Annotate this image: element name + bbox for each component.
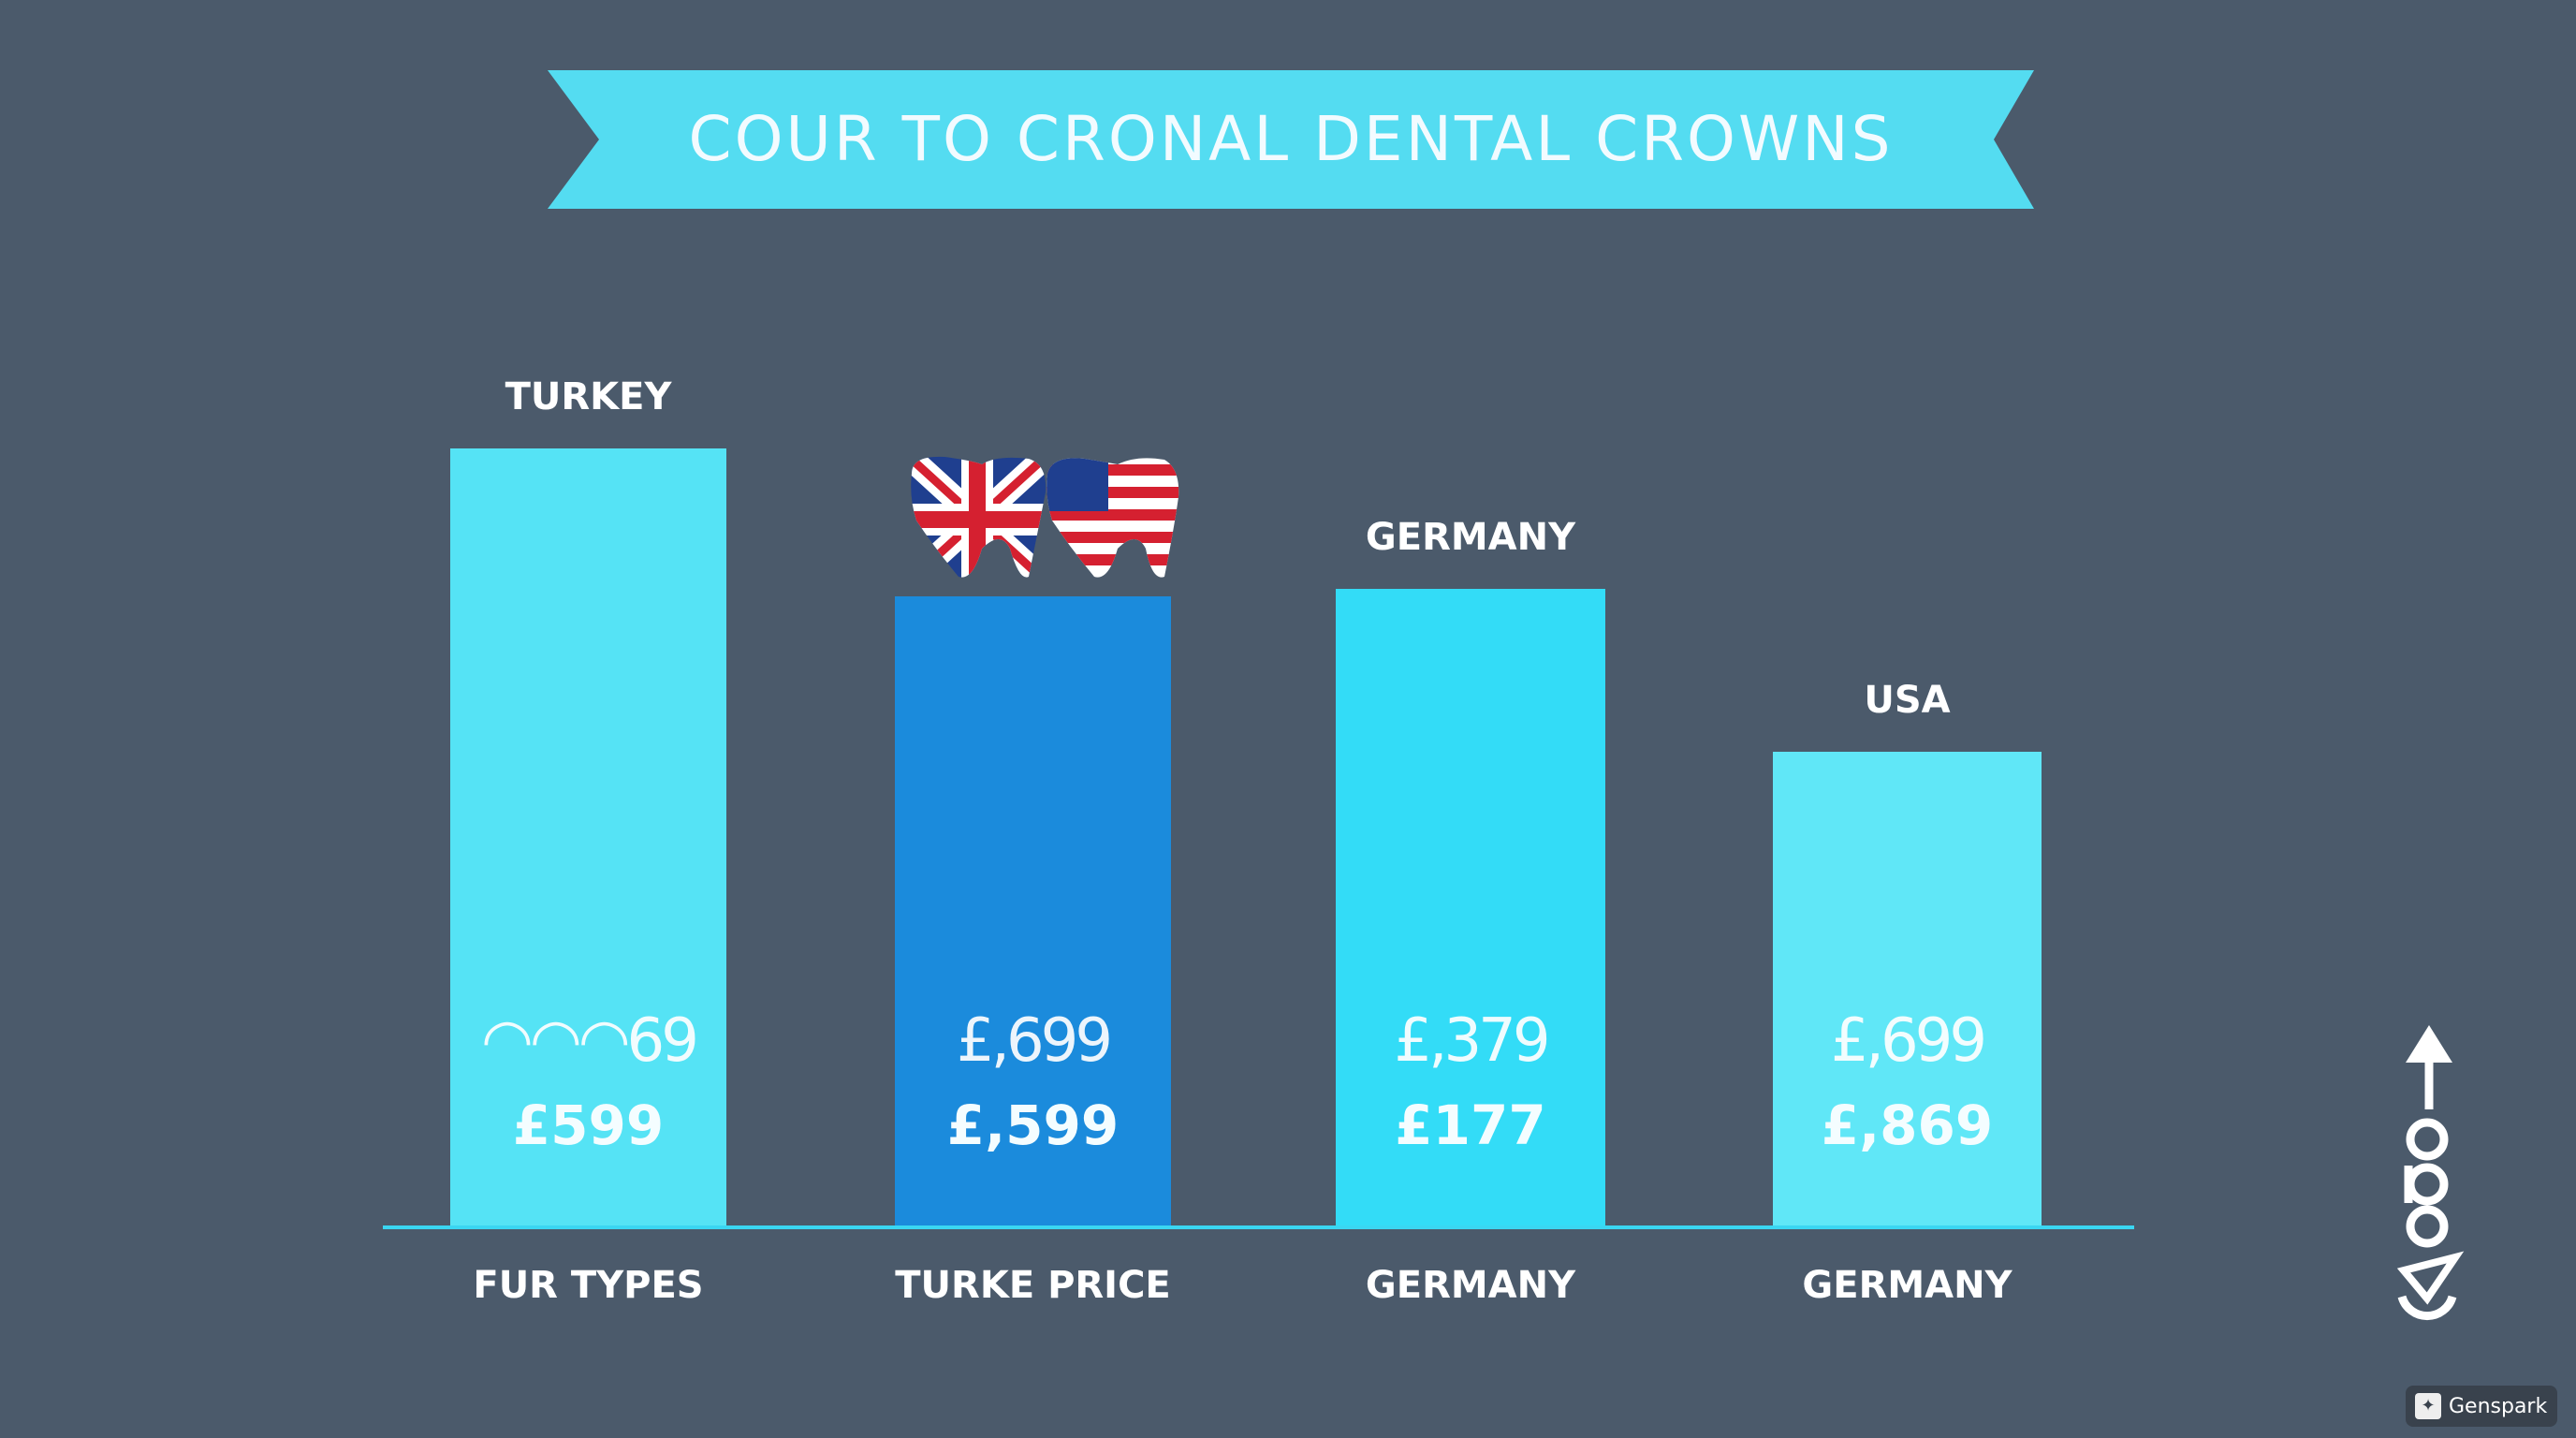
bar-top-label: TURKEY [505, 375, 672, 418]
x-tick-label: GERMANY [1365, 1264, 1576, 1307]
title-banner: COUR TO CRONAL DENTAL CROWNS [548, 70, 2034, 209]
bar-value-upper: £,379 [1394, 1006, 1550, 1076]
bar-value-label: £177 [1395, 1093, 1546, 1157]
opo-arrow-logo [2396, 1025, 2465, 1321]
genspark-watermark: ✦ Genspark [2406, 1386, 2557, 1427]
bar [1773, 752, 2042, 1227]
bar-value-label: £,599 [946, 1093, 1120, 1157]
bar [1336, 588, 1605, 1227]
bar-top-label: USA [1864, 679, 1951, 723]
bar-value-label: £,869 [1821, 1093, 1994, 1157]
bar-value-upper: ◠◠◠69 [481, 1006, 699, 1076]
uk-us-flag-teeth-icon [911, 456, 1179, 578]
bar-value-upper: £,699 [1830, 1006, 1987, 1076]
bar [450, 448, 726, 1227]
banner-ribbon [548, 70, 2034, 209]
x-tick-label: FUR TYPES [473, 1264, 704, 1307]
chart-title: COUR TO CRONAL DENTAL CROWNS [688, 103, 1894, 175]
x-axis-line [383, 1225, 2134, 1229]
bar-top-label: GERMANY [1365, 515, 1576, 559]
x-tick-label: TURKE PRICE [895, 1264, 1171, 1307]
bar-value-upper: £,699 [956, 1006, 1113, 1076]
bar [895, 596, 1171, 1227]
sparkle-icon: ✦ [2415, 1393, 2441, 1419]
x-tick-label: GERMANY [1802, 1264, 2012, 1307]
watermark-text: Genspark [2449, 1394, 2548, 1418]
bar-value-label: £599 [512, 1093, 665, 1157]
